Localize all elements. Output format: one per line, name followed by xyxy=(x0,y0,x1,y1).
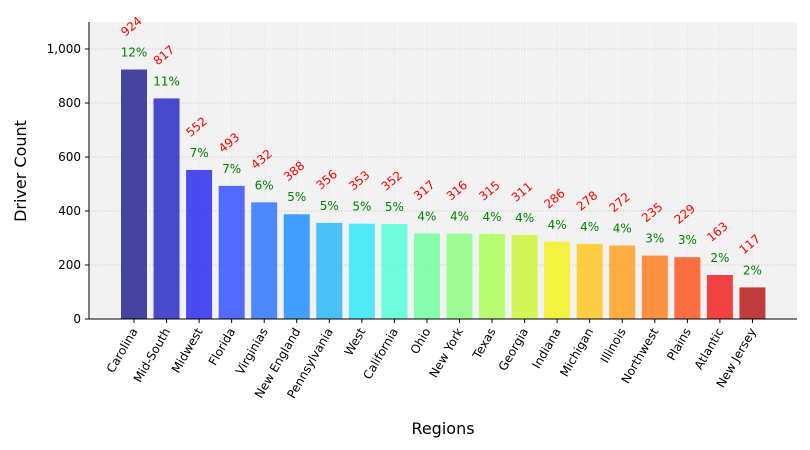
bar xyxy=(348,223,375,319)
x-axis-title: Regions xyxy=(411,419,474,438)
bar xyxy=(739,287,766,319)
percent-label: 11% xyxy=(153,74,180,88)
percent-label: 5% xyxy=(320,199,339,213)
percent-label: 5% xyxy=(287,190,306,204)
percent-label: 4% xyxy=(548,218,567,232)
bars xyxy=(121,69,766,320)
x-tick-label: Illinois xyxy=(598,326,629,366)
bar xyxy=(121,69,147,320)
bar xyxy=(218,185,245,319)
bar xyxy=(251,202,278,319)
y-tick-label: 200 xyxy=(58,258,81,272)
y-axis-title: Driver Count xyxy=(11,120,30,222)
x-tick-label: Atlantic xyxy=(692,326,727,373)
y-tick-label: 600 xyxy=(58,150,81,164)
bar xyxy=(706,274,733,319)
x-tick-label: Indiana xyxy=(529,326,563,371)
bar xyxy=(446,233,473,319)
y-tick-label: 800 xyxy=(58,96,81,110)
percent-label: 5% xyxy=(352,200,371,214)
percent-label: 4% xyxy=(483,210,502,224)
percent-label: 7% xyxy=(190,146,209,160)
x-tick-label: West xyxy=(342,325,369,358)
percent-label: 6% xyxy=(255,178,274,192)
percent-label: 3% xyxy=(645,232,664,246)
x-tick-label: Georgia xyxy=(496,326,532,374)
x-tick-label: Plains xyxy=(664,326,694,363)
percent-label: 2% xyxy=(743,263,762,277)
percent-label: 2% xyxy=(710,251,729,265)
x-tick-label: Ohio xyxy=(408,326,434,357)
bar xyxy=(153,98,180,319)
bar xyxy=(641,255,668,319)
percent-label: 4% xyxy=(515,211,534,225)
x-tick-label: Carolina xyxy=(104,326,141,376)
bar xyxy=(544,241,571,319)
bar xyxy=(479,233,506,319)
percent-label: 4% xyxy=(580,220,599,234)
percent-label: 4% xyxy=(613,222,632,236)
x-tick-label: Midwest xyxy=(169,325,206,375)
x-tick-label: Texas xyxy=(469,326,498,363)
bar xyxy=(674,257,701,319)
x-tick-label: Florida xyxy=(206,326,239,368)
percent-label: 3% xyxy=(678,233,697,247)
percent-label: 7% xyxy=(222,162,241,176)
y-tick-label: 0 xyxy=(73,312,81,326)
bar xyxy=(609,245,636,319)
bar xyxy=(511,235,538,319)
bar xyxy=(413,233,440,319)
bar xyxy=(186,169,213,319)
y-ticks: 0 200 400 600 800 1,000 xyxy=(47,42,89,326)
bar xyxy=(283,214,310,319)
percent-label: 4% xyxy=(450,210,469,224)
y-tick-label: 400 xyxy=(58,204,81,218)
bar xyxy=(381,223,408,319)
bar xyxy=(576,243,603,319)
percent-label: 12% xyxy=(121,46,148,60)
percent-label: 5% xyxy=(385,200,404,214)
percent-label: 4% xyxy=(417,209,436,223)
bar xyxy=(316,222,343,319)
y-tick-label: 1,000 xyxy=(47,42,81,56)
